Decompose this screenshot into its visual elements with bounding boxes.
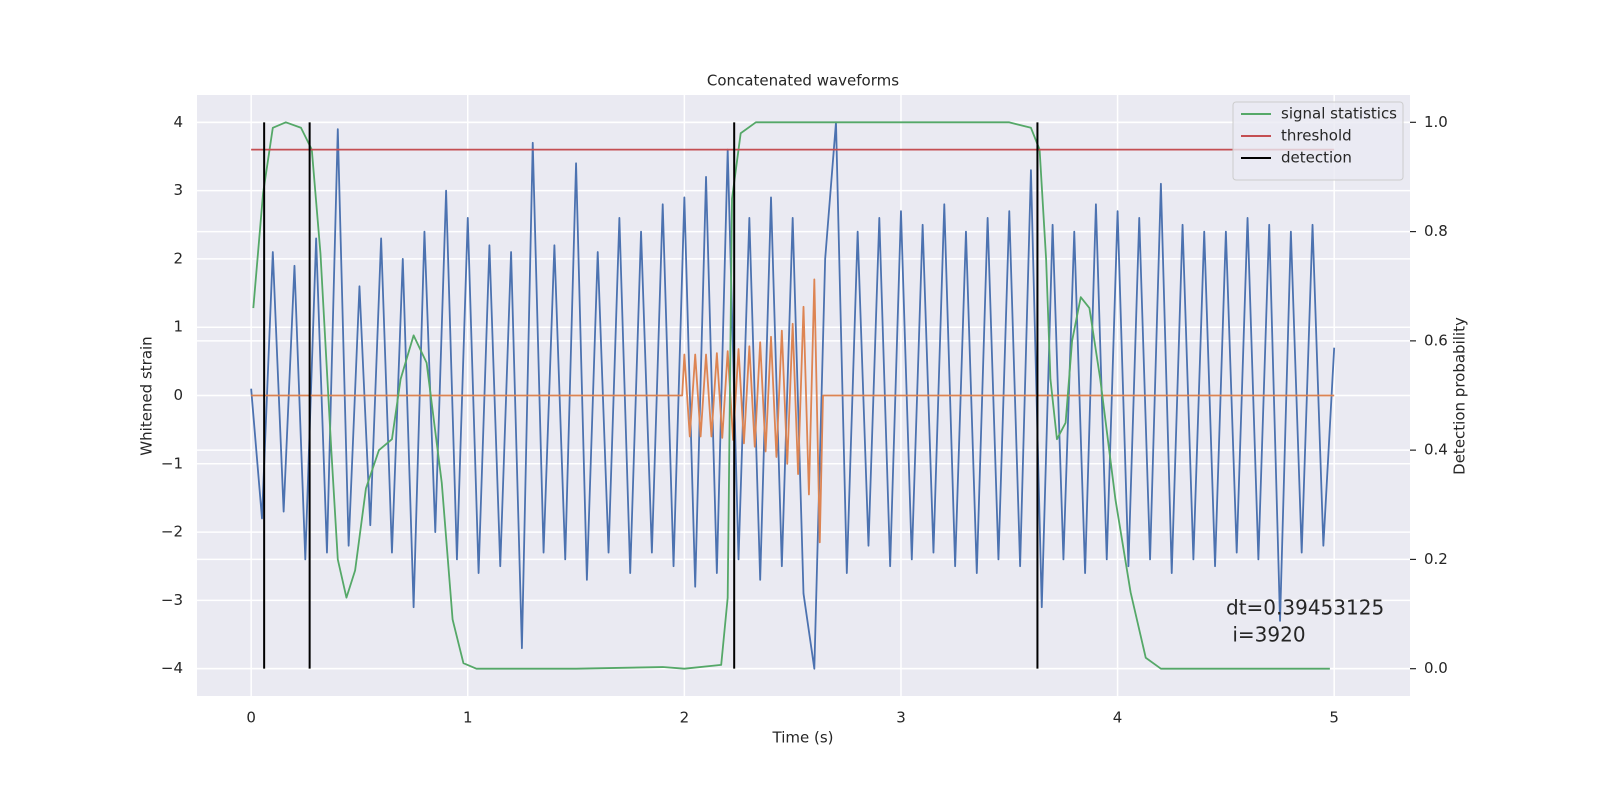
series-line bbox=[252, 121, 1330, 670]
y2-tick-label: 0.8 bbox=[1424, 222, 1448, 240]
annotation: i=3920 bbox=[1226, 623, 1306, 647]
y2-tick-label: 0.0 bbox=[1424, 659, 1448, 677]
chart-title: Concatenated waveforms bbox=[707, 72, 899, 90]
y-tick-label: 1 bbox=[173, 318, 183, 336]
legend-label: signal statistics bbox=[1281, 105, 1397, 123]
x-tick-label: 3 bbox=[896, 709, 906, 727]
series-line bbox=[251, 278, 1335, 544]
y-tick-label: −3 bbox=[161, 591, 183, 609]
x-axis-label: Time (s) bbox=[772, 729, 834, 747]
y-tick-label: −4 bbox=[161, 659, 183, 677]
x-tick-label: 4 bbox=[1113, 709, 1123, 727]
x-tick-label: 1 bbox=[463, 709, 473, 727]
y2-tick-label: 1.0 bbox=[1424, 113, 1448, 131]
y-tick-label: −1 bbox=[161, 454, 183, 472]
y-tick-label: 0 bbox=[173, 386, 183, 404]
y-tick-label: 3 bbox=[173, 181, 183, 199]
y2-tick-label: 0.6 bbox=[1424, 331, 1448, 349]
y-tick-label: 4 bbox=[173, 113, 183, 131]
y2-axis-label: Detection probability bbox=[1451, 317, 1469, 475]
legend-label: threshold bbox=[1281, 127, 1352, 145]
legend-box bbox=[1232, 101, 1404, 181]
plot bbox=[250, 121, 1336, 670]
annotation: dt=0.39453125 bbox=[1226, 596, 1384, 620]
y2-tick-label: 0.2 bbox=[1424, 550, 1448, 568]
y-tick-label: 2 bbox=[173, 249, 183, 267]
legend-label: detection bbox=[1281, 149, 1352, 167]
x-tick-label: 0 bbox=[246, 709, 256, 727]
x-tick-label: 5 bbox=[1329, 709, 1339, 727]
series-line bbox=[250, 121, 1336, 670]
x-tick-label: 2 bbox=[680, 709, 690, 727]
y2-tick-label: 0.4 bbox=[1424, 441, 1448, 459]
y-tick-label: −2 bbox=[161, 523, 183, 541]
labels: 0 1 2 3 4 5 −4 −3 −2 −1 0 1 2 3 4 0.0 0.2 0.4 0.6 0.8 1.0 dt=… bbox=[161, 101, 1448, 727]
y-axis-label: Whitened strain bbox=[138, 336, 156, 455]
